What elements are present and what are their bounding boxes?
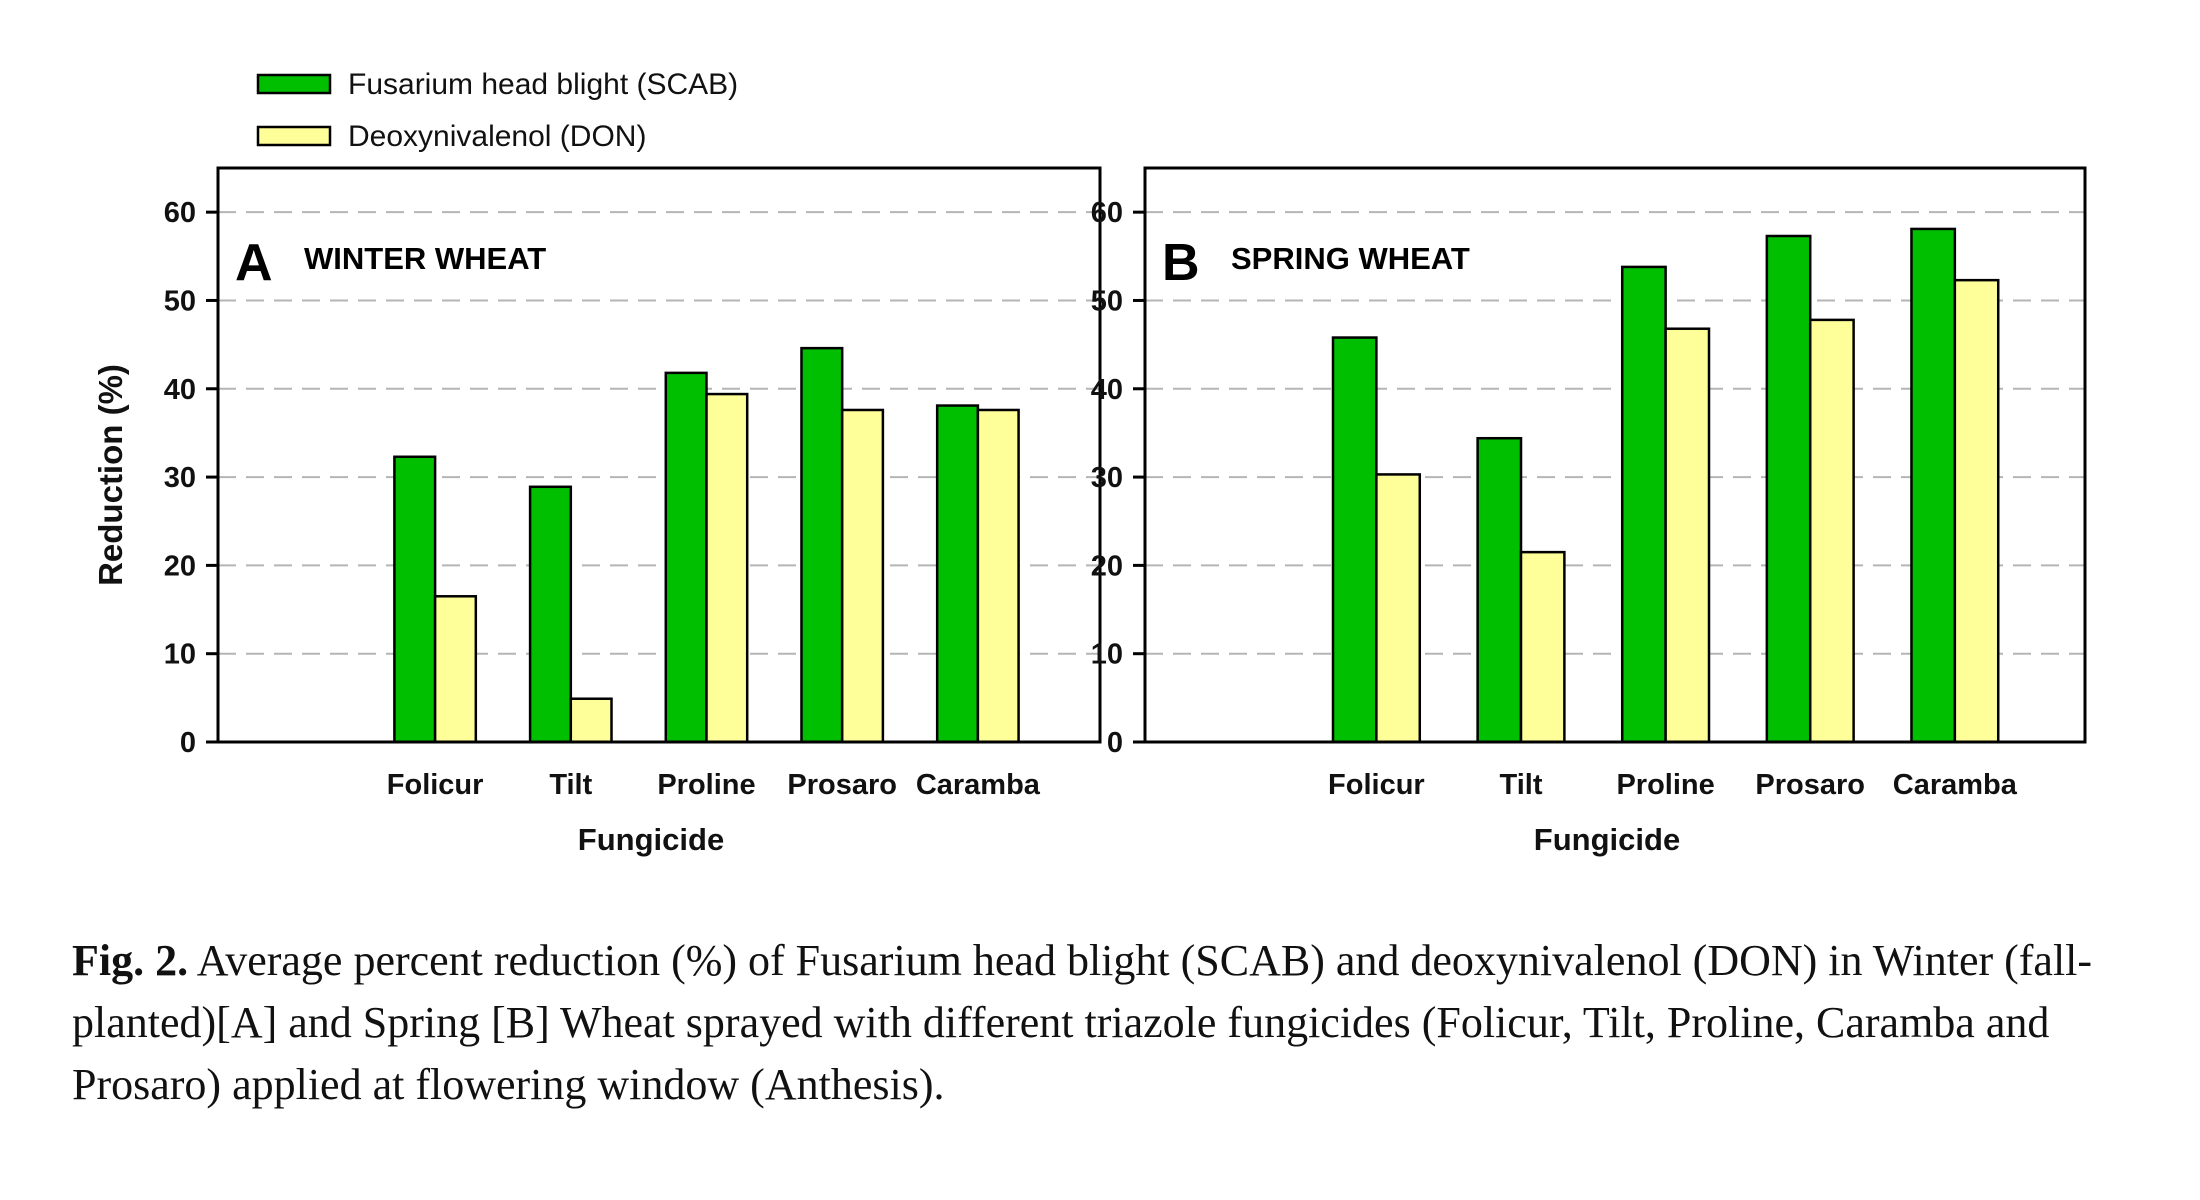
legend-label-2: Deoxynivalenol (DON) (348, 120, 646, 153)
bar-scab-tilt (1476, 436, 1523, 744)
y-tick-label: 60 (1091, 197, 1123, 229)
bar-don-proline (1664, 327, 1711, 744)
plot-frame (1143, 166, 2087, 744)
y-tick-label: 50 (164, 285, 196, 317)
bar-scab-proline (1620, 265, 1667, 744)
x-tick-label: Tilt (549, 769, 592, 801)
x-tick-label: Caramba (916, 769, 1041, 801)
bar-scab-folicur (1331, 336, 1378, 744)
y-tick-label: 50 (1091, 285, 1123, 317)
panel-letter: B (1162, 234, 1200, 292)
x-tick-label: Prosaro (1755, 769, 1865, 801)
y-tick-label: 30 (1091, 462, 1123, 494)
panel-b-spring-wheat: Folicur Tilt Proline Prosaro Caramba 0 10 20 30 4… (1091, 166, 2087, 857)
x-axis-label: Fungicide (578, 822, 724, 857)
y-axis-label: Reduction (%) (92, 364, 129, 586)
panel-title: WINTER WHEAT (304, 241, 546, 276)
bar-don-tilt (1519, 550, 1566, 744)
y-tick-label: 30 (164, 462, 196, 494)
x-tick-label: Proline (657, 769, 755, 801)
bar-scab-prosaro (800, 346, 844, 744)
panel-letter: A (235, 234, 273, 292)
y-tick-label: 40 (164, 374, 196, 406)
x-axis-label: Fungicide (1534, 822, 1680, 857)
x-tick-label: Caramba (1893, 769, 2018, 801)
bar-don-proline (705, 392, 749, 744)
bar-scab-tilt (528, 485, 573, 744)
y-tick-label: 0 (180, 727, 196, 759)
x-tick-label: Prosaro (787, 769, 897, 801)
x-tick-label: Proline (1616, 769, 1714, 801)
legend-swatch-1 (256, 73, 332, 95)
bar-don-prosaro (840, 408, 885, 744)
y-tick-label: 10 (164, 639, 196, 671)
y-tick-label: 10 (1091, 639, 1123, 671)
y-tick-label: 20 (164, 550, 196, 582)
bar-scab-proline (664, 371, 708, 744)
y-tick-label: 20 (1091, 550, 1123, 582)
legend-label-1: Fusarium head blight (SCAB) (348, 68, 738, 101)
bar-scab-folicur (393, 455, 437, 744)
legend-swatch-2 (256, 125, 332, 147)
bar-don-caramba (976, 408, 1020, 744)
bar-don-folicur (1375, 473, 1422, 744)
bar-don-folicur (433, 595, 478, 744)
bar-scab-caramba (935, 404, 980, 744)
bar-scab-prosaro (1765, 234, 1812, 744)
legend: Fusarium head blight (SCAB) Deoxynivaleno… (256, 68, 738, 153)
figure-caption: Fig. 2. Average percent reduction (%) of… (72, 930, 2162, 1116)
bar-scab-caramba (1910, 227, 1957, 744)
y-tick-label: 0 (1107, 727, 1123, 759)
panel-title: SPRING WHEAT (1231, 241, 1470, 276)
x-tick-label: Folicur (1328, 769, 1425, 801)
caption-label: Fig. 2. (72, 936, 189, 985)
plot-frame (216, 166, 1102, 744)
y-tick-label: 60 (164, 197, 196, 229)
bar-don-caramba (1953, 278, 2000, 744)
bar-don-prosaro (1808, 318, 1855, 744)
x-tick-label: Folicur (387, 769, 484, 801)
caption-text: Average percent reduction (%) of Fusariu… (72, 936, 2093, 1109)
y-tick-label: 40 (1091, 374, 1123, 406)
bar-don-tilt (569, 697, 613, 744)
x-tick-label: Tilt (1500, 769, 1543, 801)
panel-a-winter-wheat: Folicur Tilt Proline Prosaro Caramba 0 10 20 30 4… (92, 166, 1102, 857)
